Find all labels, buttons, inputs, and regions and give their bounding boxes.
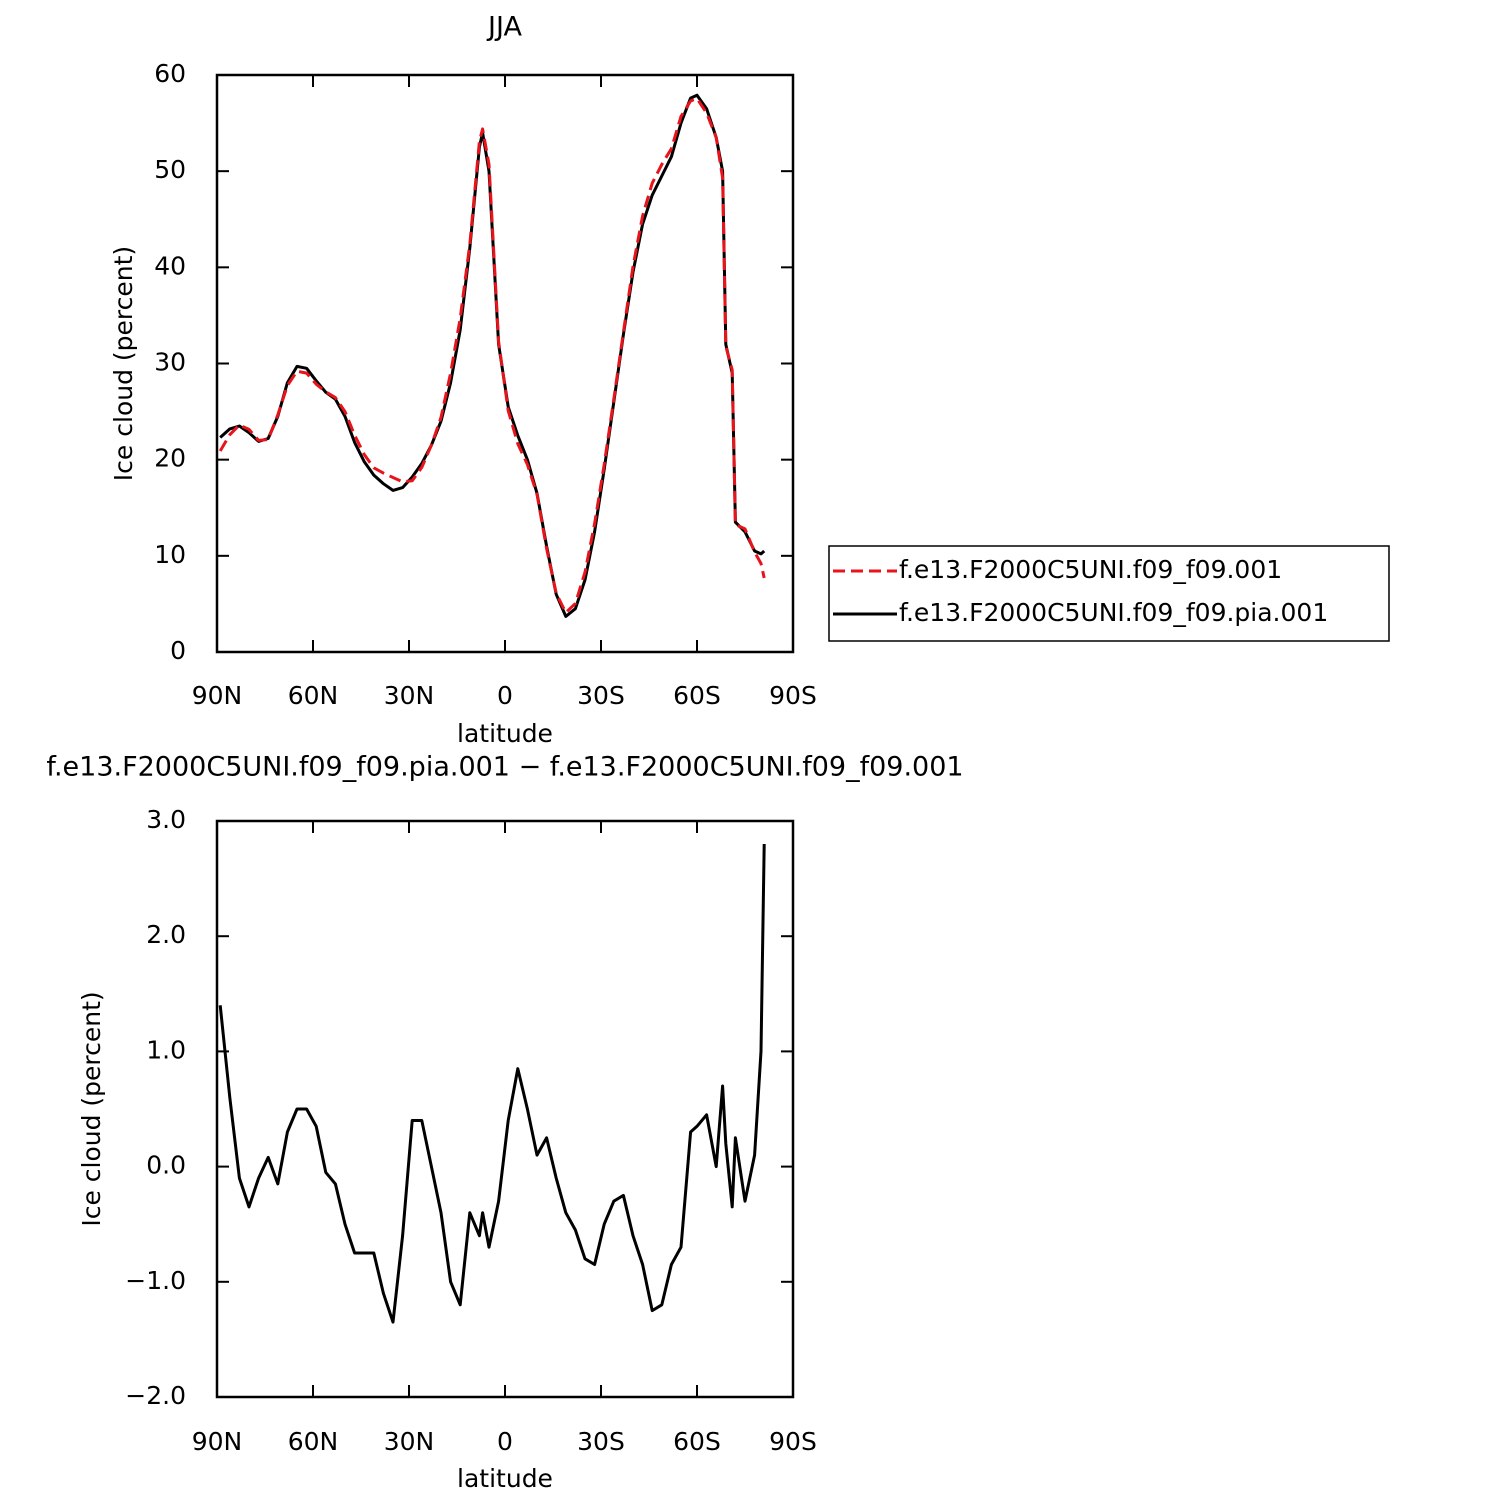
x-tick-label: 30S [577,681,625,710]
x-tick-label: 0 [497,1427,513,1456]
x-tick-label: 90S [769,1427,817,1456]
y-tick-label: 40 [154,251,186,280]
data-line [218,97,766,615]
y-tick-label: 2.0 [146,920,186,949]
y-tick-label: 50 [154,155,186,184]
legend-label: f.e13.F2000C5UNI.f09_f09.001 [899,555,1282,584]
legend-label: f.e13.F2000C5UNI.f09_f09.pia.001 [899,598,1328,627]
x-tick-label: 60N [288,681,339,710]
x-tick-label: 0 [497,681,513,710]
x-tick-label: 30N [384,681,435,710]
x-axis-label: latitude [457,719,553,748]
x-tick-label: 90S [769,681,817,710]
x-tick-label: 60S [673,681,721,710]
y-axis-label: Ice cloud (percent) [109,246,138,481]
y-axis-label: Ice cloud (percent) [77,991,106,1226]
chart-title: JJA [486,12,522,43]
y-tick-label: 20 [154,444,186,473]
y-tick-label: 30 [154,348,186,377]
x-axis-label: latitude [457,1464,553,1493]
y-tick-label: 0 [170,636,186,665]
y-tick-label: 10 [154,540,186,569]
y-tick-label: 3.0 [146,805,186,834]
x-tick-label: 30S [577,1427,625,1456]
chart-title: f.e13.F2000C5UNI.f09_f09.pia.001 − f.e13… [46,752,963,783]
x-tick-label: 60N [288,1427,339,1456]
y-tick-label: −1.0 [125,1266,186,1295]
y-tick-label: −2.0 [125,1381,186,1410]
y-tick-label: 0.0 [146,1151,186,1180]
plot-frame [215,73,795,654]
y-tick-label: 1.0 [146,1035,186,1064]
x-tick-label: 30N [384,1427,435,1456]
x-tick-label: 90N [192,681,243,710]
x-tick-label: 90N [192,1427,243,1456]
legend-box [828,545,1390,642]
y-tick-label: 60 [154,59,186,88]
data-line [218,843,766,1324]
x-tick-label: 60S [673,1427,721,1456]
data-line [219,93,766,618]
